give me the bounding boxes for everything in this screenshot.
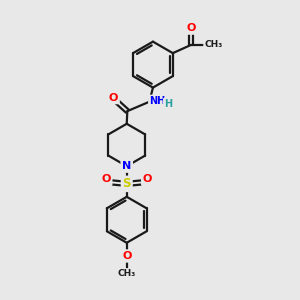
Text: CH₃: CH₃ (118, 269, 136, 278)
Text: CH₃: CH₃ (205, 40, 223, 50)
Text: O: O (101, 174, 111, 184)
Text: O: O (122, 251, 131, 261)
Text: H: H (164, 99, 172, 109)
Text: NH: NH (149, 96, 166, 106)
Text: N: N (122, 161, 131, 171)
Text: O: O (143, 174, 152, 184)
Text: O: O (186, 23, 196, 33)
Text: S: S (122, 177, 131, 190)
Text: O: O (109, 93, 118, 103)
